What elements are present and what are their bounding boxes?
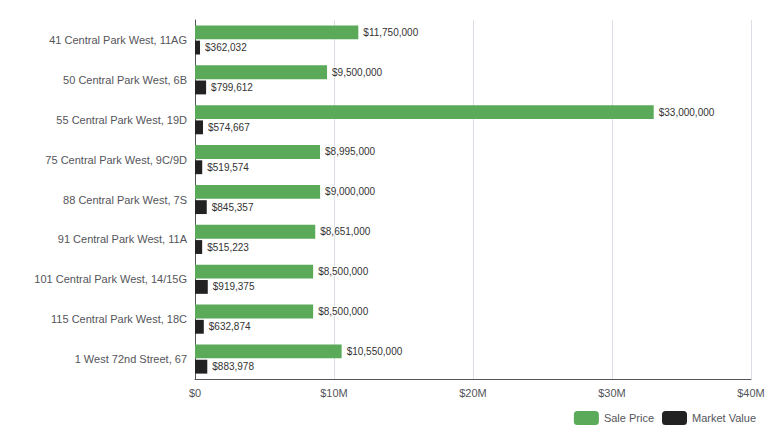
svg-text:91 Central Park West, 11A: 91 Central Park West, 11A [58,233,188,245]
svg-text:$519,574: $519,574 [207,162,249,173]
svg-text:$10M: $10M [320,387,348,399]
svg-text:$883,978: $883,978 [212,361,254,372]
svg-text:$8,651,000: $8,651,000 [320,226,370,237]
svg-text:$845,357: $845,357 [212,202,254,213]
svg-text:$30M: $30M [598,387,626,399]
svg-text:1 West 72nd Street, 67: 1 West 72nd Street, 67 [75,353,187,365]
svg-text:88 Central Park West, 7S: 88 Central Park West, 7S [63,194,187,206]
svg-text:$8,995,000: $8,995,000 [325,146,375,157]
svg-text:$9,500,000: $9,500,000 [332,67,382,78]
svg-text:$8,500,000: $8,500,000 [318,266,368,277]
svg-text:Sale Price: Sale Price [604,412,654,424]
svg-text:50 Central Park West, 6B: 50 Central Park West, 6B [63,74,187,86]
svg-text:$515,223: $515,223 [207,242,249,253]
svg-text:55 Central Park West, 19D: 55 Central Park West, 19D [56,114,187,126]
svg-text:$10,550,000: $10,550,000 [347,346,403,357]
svg-text:$40M: $40M [737,387,765,399]
svg-text:41 Central Park West, 11AG: 41 Central Park West, 11AG [49,34,187,46]
svg-text:$20M: $20M [459,387,487,399]
svg-text:75 Central Park West, 9C/9D: 75 Central Park West, 9C/9D [45,154,187,166]
svg-text:$0: $0 [189,387,201,399]
svg-text:115 Central Park West, 18C: 115 Central Park West, 18C [51,313,187,325]
svg-text:$574,667: $574,667 [208,122,250,133]
svg-text:$919,375: $919,375 [213,281,255,292]
svg-text:101 Central Park West, 14/15G: 101 Central Park West, 14/15G [34,273,187,285]
svg-text:Market Value: Market Value [692,412,756,424]
svg-text:$33,000,000: $33,000,000 [659,107,715,118]
svg-text:$362,032: $362,032 [205,42,247,53]
svg-text:$799,612: $799,612 [211,82,253,93]
svg-text:$11,750,000: $11,750,000 [363,27,418,38]
svg-text:$8,500,000: $8,500,000 [318,306,368,317]
svg-text:$9,000,000: $9,000,000 [325,186,375,197]
svg-text:$632,874: $632,874 [209,321,251,332]
